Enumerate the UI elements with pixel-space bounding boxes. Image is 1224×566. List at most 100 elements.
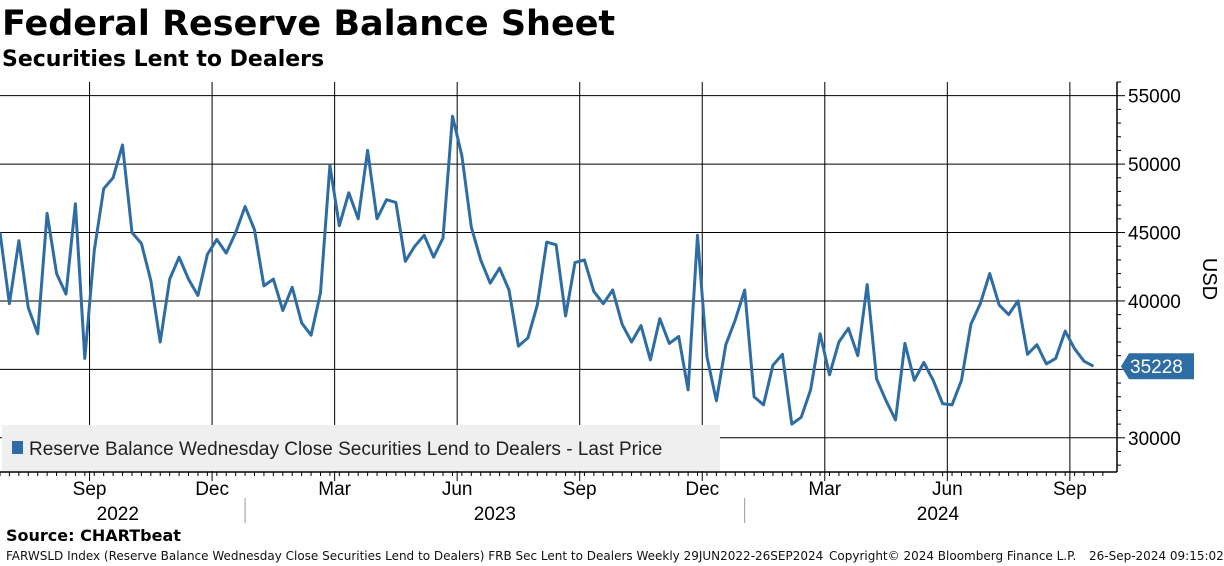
data-point	[177, 255, 181, 259]
data-point	[83, 356, 87, 360]
data-point	[262, 284, 266, 288]
data-point	[319, 291, 323, 295]
data-point	[271, 277, 275, 281]
x-tick-label: Jun	[932, 479, 963, 500]
data-point	[648, 358, 652, 362]
data-point	[978, 302, 982, 306]
data-point	[724, 343, 728, 347]
data-point	[243, 205, 247, 209]
data-point	[121, 143, 125, 147]
data-point	[36, 332, 40, 336]
data-point	[149, 278, 153, 282]
data-point	[507, 288, 511, 292]
series-line[interactable]	[0, 114, 1095, 426]
y-tick-label: 40000	[1128, 292, 1181, 313]
data-point	[620, 322, 624, 326]
data-point	[526, 336, 530, 340]
data-point	[413, 244, 417, 248]
data-point	[837, 340, 841, 344]
data-point	[639, 324, 643, 328]
data-point	[17, 239, 21, 243]
data-point	[479, 258, 483, 262]
data-point	[451, 114, 455, 118]
data-point	[45, 211, 49, 215]
data-point	[884, 399, 888, 403]
data-point	[92, 248, 96, 252]
footer-timestamp: 26-Sep-2024 09:15:02	[1089, 549, 1224, 563]
data-point	[234, 231, 238, 235]
data-point	[743, 288, 747, 292]
data-point	[102, 187, 106, 191]
data-point	[564, 314, 568, 318]
data-point	[931, 378, 935, 382]
data-point	[1073, 347, 1077, 351]
data-point	[1082, 359, 1086, 363]
data-point	[375, 217, 379, 221]
data-point	[347, 191, 351, 195]
data-point	[187, 277, 191, 281]
x-tick-label: Sep	[73, 479, 107, 500]
data-point	[799, 415, 803, 419]
data-point	[498, 266, 502, 270]
x-year-label: 2022	[97, 504, 139, 525]
data-point	[611, 288, 615, 292]
data-point	[1007, 313, 1011, 317]
data-point	[846, 326, 850, 330]
chart-title: Federal Reserve Balance Sheet	[2, 4, 616, 44]
x-tick-label: Dec	[685, 479, 719, 500]
data-point	[73, 202, 77, 206]
data-point	[130, 231, 134, 235]
last-value-marker: 35228	[1121, 353, 1194, 380]
data-point	[300, 321, 304, 325]
y-tick-label: 30000	[1128, 429, 1181, 450]
data-point	[658, 317, 662, 321]
data-point	[337, 224, 341, 228]
data-point	[516, 344, 520, 348]
data-point	[366, 148, 370, 152]
x-year-label: 2023	[474, 504, 516, 525]
data-point	[215, 237, 219, 241]
data-point	[224, 251, 228, 255]
data-point	[828, 373, 832, 377]
data-point	[696, 233, 700, 237]
x-tick-label: Jun	[442, 479, 473, 500]
data-point	[26, 306, 30, 310]
data-point	[733, 318, 737, 322]
data-point	[960, 378, 964, 382]
y-tick-label: 50000	[1128, 155, 1181, 176]
data-point	[950, 403, 954, 407]
data-point	[809, 388, 813, 392]
data-point	[856, 354, 860, 358]
axes	[0, 82, 1118, 473]
data-point	[168, 277, 172, 281]
data-point	[290, 285, 294, 289]
data-point	[941, 402, 945, 406]
data-point	[752, 395, 756, 399]
data-point	[1026, 352, 1030, 356]
last-value-badge	[1121, 353, 1194, 380]
data-point	[403, 259, 407, 263]
data-point	[997, 303, 1001, 307]
data-point	[422, 233, 426, 237]
data-point	[1063, 329, 1067, 333]
data-point	[582, 258, 586, 262]
data-point	[573, 261, 577, 265]
data-point	[7, 302, 11, 306]
data-point	[1044, 362, 1048, 366]
data-point	[205, 252, 209, 256]
footer-copyright: Copyright© 2024 Bloomberg Finance L.P.	[829, 549, 1077, 563]
data-point	[677, 335, 681, 339]
data-point	[535, 303, 539, 307]
data-point	[762, 403, 766, 407]
data-point	[488, 281, 492, 285]
y-axis-label: USD	[1198, 258, 1220, 300]
x-tick-label: Dec	[195, 479, 229, 500]
data-point	[780, 352, 784, 356]
data-point	[988, 272, 992, 276]
data-point	[592, 289, 596, 293]
data-point	[253, 228, 257, 232]
data-point	[1016, 299, 1020, 303]
data-point	[790, 422, 794, 426]
legend-swatch	[12, 441, 23, 454]
data-point	[441, 236, 445, 240]
